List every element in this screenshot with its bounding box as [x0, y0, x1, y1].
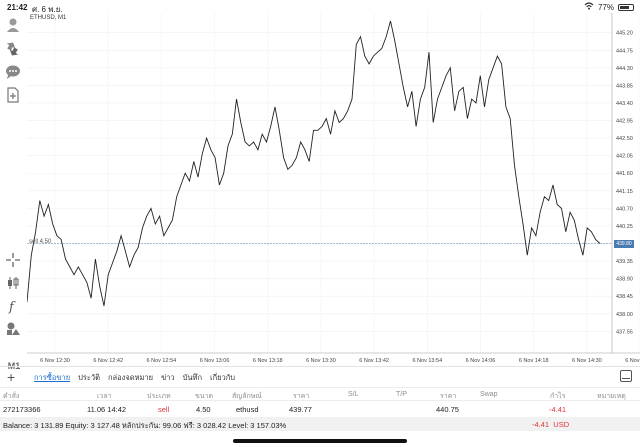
y-tick-label: 438.90 — [616, 277, 633, 283]
order-symbol: ethusd — [236, 405, 259, 414]
home-indicator[interactable] — [233, 439, 407, 443]
candlestick-icon[interactable] — [5, 275, 21, 291]
y-tick-label: 443.85 — [616, 83, 633, 89]
y-tick-label: 440.70 — [616, 206, 633, 212]
price-series-line — [26, 20, 601, 307]
tab-mailbox[interactable]: กล่องจดหมาย — [108, 373, 154, 382]
x-tick-label: 6 Nov 13:54 — [412, 358, 442, 364]
header-swap: Swap — [480, 391, 498, 398]
order-type: sell — [158, 405, 170, 414]
tab-news[interactable]: ข่าว — [161, 373, 175, 382]
header-price: ราคา — [293, 393, 310, 400]
y-tick-label: 438.45 — [616, 294, 633, 300]
x-tick-label: 6 Nov 13:30 — [306, 358, 336, 364]
header-profit: กำไร — [550, 393, 566, 400]
tab-about[interactable]: เกี่ยวกับ — [210, 373, 236, 382]
chart-title: ETHUSD, M1 — [30, 15, 67, 21]
header-sl: S/L — [348, 391, 359, 398]
header-order: คำสั่ง — [3, 393, 20, 400]
add-document-icon[interactable] — [5, 87, 21, 103]
trade-icon[interactable] — [5, 41, 21, 57]
header-symbol: สัญลักษณ์ — [232, 393, 262, 400]
crosshair-icon[interactable] — [5, 252, 21, 268]
table-row[interactable]: 272173366 11.06 14:42 sell 4.50 ethusd 4… — [0, 400, 640, 418]
account-summary: Balance: 3 131.89 Equity: 3 127.48 หลักป… — [0, 417, 640, 431]
y-tick-label: 439.35 — [616, 259, 633, 265]
clock: 21:42 — [7, 3, 28, 12]
add-icon[interactable]: + — [7, 369, 16, 385]
balance-text: Balance: 3 131.89 Equity: 3 127.48 หลักป… — [3, 421, 287, 430]
y-tick-label: 441.60 — [616, 171, 633, 177]
header-current-price: ราคา — [440, 393, 457, 400]
header-tp: T/P — [396, 391, 407, 398]
tab-journal[interactable]: บันทึก — [182, 373, 203, 382]
x-tick-label: 6 Nov 14:06 — [466, 358, 496, 364]
y-tick-label: 438.00 — [616, 312, 633, 318]
x-tick-label: 6 Nov 14:18 — [519, 358, 549, 364]
x-tick-label: 6 Nov 14:30 — [572, 358, 602, 364]
x-tick-label: 6 Nov 12:30 — [40, 358, 70, 364]
x-tick-label: 6 Nov 13:18 — [253, 358, 283, 364]
y-tick-label: 445.20 — [616, 31, 633, 37]
order-size: 4.50 — [196, 405, 211, 414]
order-profit: -4.41 — [549, 405, 567, 414]
x-tick-label: 6 Nov 12:42 — [93, 358, 123, 364]
table-header: คำสั่ง เวลา ประเภท ขนาด สัญลักษณ์ ราคา S… — [0, 387, 640, 401]
open-price: 439.77 — [289, 405, 312, 414]
svg-text:f: f — [8, 300, 16, 314]
header-time: เวลา — [97, 393, 112, 400]
x-tick-label: 6 Nov 13:06 — [200, 358, 230, 364]
left-toolbar: f M1 — [0, 13, 27, 371]
wifi-icon — [584, 2, 594, 12]
chart-canvas: 445.20 444.75 444.30 443.85 443.40 442.95 442.… — [26, 13, 640, 364]
function-icon[interactable]: f — [5, 298, 21, 314]
panel-toggle-icon[interactable] — [620, 370, 632, 382]
y-tick-label: 443.40 — [616, 101, 633, 107]
y-tick-label: 442.50 — [616, 136, 633, 142]
objects-icon[interactable] — [5, 321, 21, 337]
total-profit-currency: USD — [553, 420, 570, 429]
battery-percent: 77% — [597, 2, 614, 12]
date: ศ. 6 พ.ย. — [32, 5, 63, 14]
header-size: ขนาด — [195, 393, 214, 400]
y-tick-label: 440.25 — [616, 224, 633, 230]
header-type: ประเภท — [147, 393, 171, 400]
total-profit-value: -4.41 — [532, 420, 550, 429]
current-price: 440.75 — [436, 405, 459, 414]
status-icons: 77% — [584, 2, 634, 12]
tab-history[interactable]: ประวัติ — [78, 373, 101, 382]
terminal-tabs: + การซื้อขาย ประวัติ กล่องจดหมาย ข่าว บั… — [0, 366, 640, 387]
x-tick-label: 6 Nov 13:42 — [359, 358, 389, 364]
y-tick-label: 441.15 — [616, 189, 633, 195]
y-tick-label: 442.95 — [616, 119, 633, 125]
battery-icon — [618, 3, 634, 11]
total-profit: -4.41 USD — [532, 420, 569, 429]
y-tick-label: 437.55 — [616, 329, 633, 335]
y-tick-label: 444.30 — [616, 66, 633, 72]
order-id: 272173366 — [3, 405, 41, 414]
current-price-tag: 439.80 — [614, 240, 634, 248]
order-time: 11.06 14:42 — [87, 405, 127, 414]
x-tick-label: 6 Nov 12:54 — [147, 358, 177, 364]
tab-trade[interactable]: การซื้อขาย — [34, 373, 71, 382]
person-icon[interactable] — [5, 17, 21, 33]
chat-icon[interactable] — [5, 64, 21, 80]
status-bar: 21:42 ศ. 6 พ.ย. 77% — [0, 0, 640, 14]
header-comment: หมายเหตุ — [597, 393, 626, 400]
y-tick-label: 444.75 — [616, 48, 633, 54]
x-tick-label: 6 Nov 14:42 — [625, 358, 640, 364]
price-chart[interactable]: 445.20 444.75 444.30 443.85 443.40 442.95 442.… — [26, 13, 640, 366]
sell-position-label: sell 4.50 — [29, 239, 52, 245]
y-tick-label: 442.05 — [616, 154, 633, 160]
